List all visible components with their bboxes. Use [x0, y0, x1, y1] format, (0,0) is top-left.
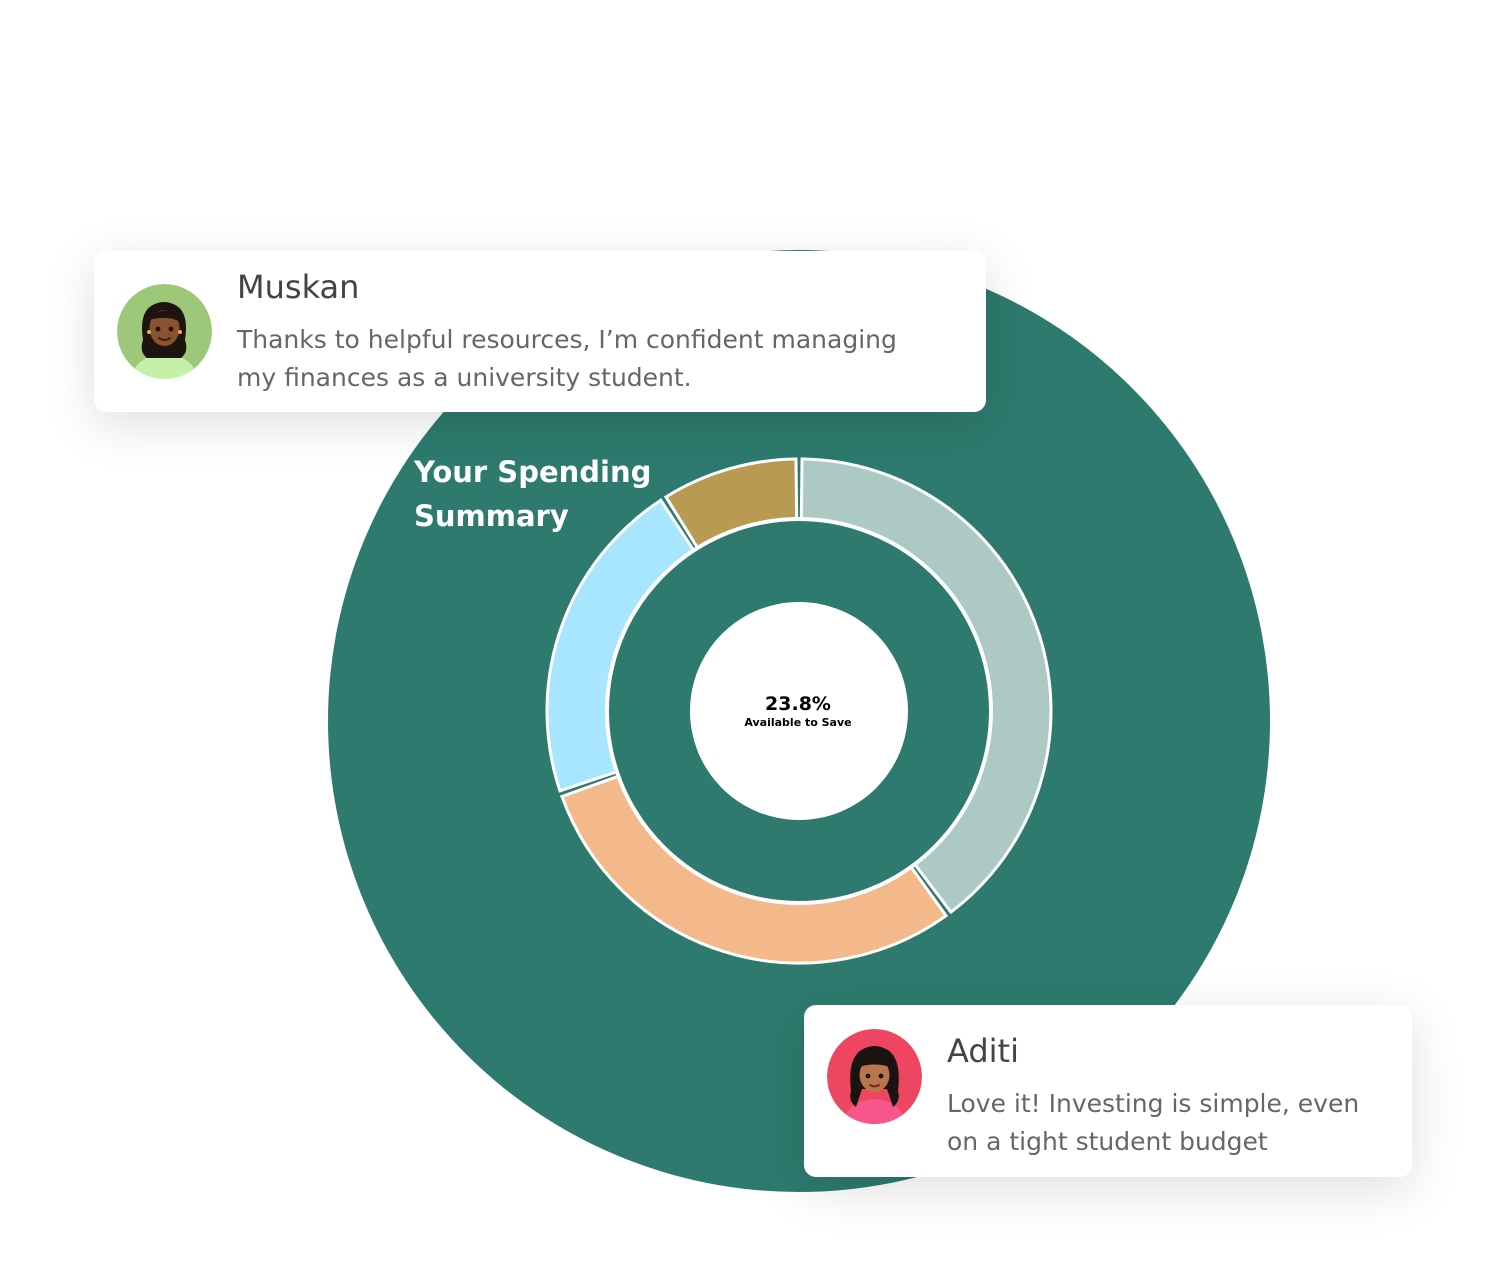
testimonial-name: Aditi — [947, 1032, 1019, 1070]
testimonial-card-muskan: Muskan Thanks to helpful resources, I’m … — [94, 251, 986, 412]
avatar-aditi-icon — [827, 1029, 922, 1124]
avatar-aditi-art — [827, 1029, 922, 1124]
testimonial-text: Love it! Investing is simple, even on a … — [947, 1089, 1360, 1156]
center-disc — [690, 602, 908, 820]
avatar-muskan-icon — [117, 284, 212, 379]
savings-caption: Available to Save — [744, 716, 852, 729]
savings-percent: 23.8% — [765, 693, 831, 715]
center-label: 23.8% Available to Save — [688, 606, 908, 818]
avatar-muskan-art — [117, 284, 212, 379]
testimonial-name: Muskan — [237, 268, 360, 306]
testimonial-text: Thanks to helpful resources, I’m confide… — [237, 325, 897, 392]
testimonial-card-aditi: Aditi Love it! Investing is simple, even… — [804, 1005, 1412, 1177]
chart-title: Your Spending Summary — [414, 455, 652, 533]
